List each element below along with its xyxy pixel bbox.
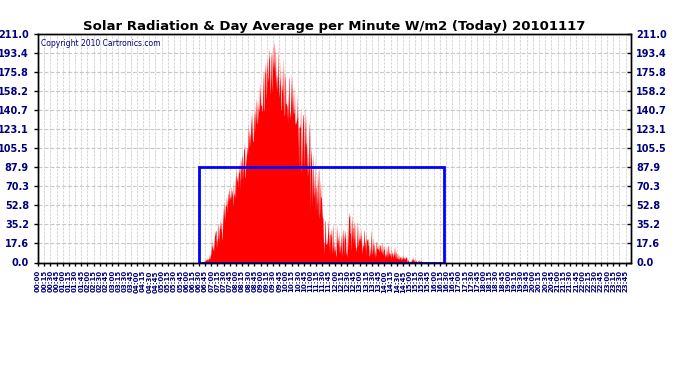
Text: Copyright 2010 Cartronics.com: Copyright 2010 Cartronics.com (41, 39, 160, 48)
Title: Solar Radiation & Day Average per Minute W/m2 (Today) 20101117: Solar Radiation & Day Average per Minute… (83, 20, 586, 33)
Bar (199, 167, 444, 262)
